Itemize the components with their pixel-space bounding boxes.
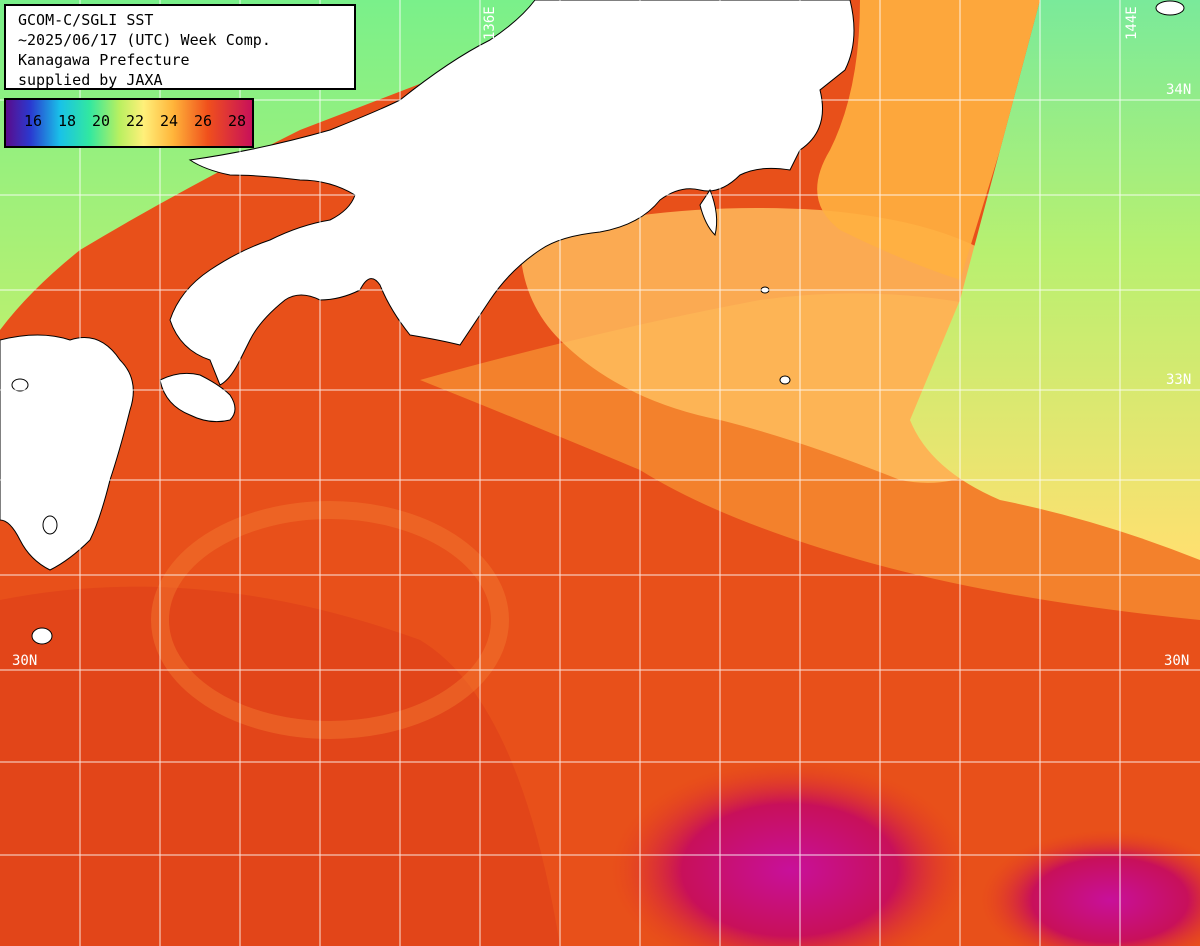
land-honshu	[169, 0, 855, 386]
info-line-agency: Kanagawa Prefecture	[18, 51, 190, 69]
legend-label-20: 20	[92, 112, 111, 130]
sea-east-cool	[910, 0, 1200, 560]
lat-label-30n-left: 30N	[12, 653, 38, 669]
lat-label-30n-right: 30N	[1164, 653, 1190, 669]
sea-hot-patch-2	[980, 830, 1200, 946]
land-island-4	[779, 375, 791, 385]
info-line-date: ~2025/06/17 (UTC) Week Comp.	[18, 31, 271, 49]
lon-label-144e: 144E	[1124, 6, 1140, 40]
info-line-product: GCOM-C/SGLI SST	[18, 11, 154, 29]
lat-label-34n: 34N	[1166, 82, 1192, 98]
land-island-2	[42, 515, 58, 535]
land-shikoku	[159, 372, 236, 423]
sea-red-band	[0, 586, 560, 946]
lon-label-136e: 136E	[482, 6, 498, 40]
sea-east-upper	[817, 0, 1040, 280]
legend-label-24: 24	[160, 112, 179, 130]
info-line-supplier: supplied by JAXA	[18, 71, 163, 89]
land-island-6	[1155, 0, 1185, 16]
legend-label-28: 28	[228, 112, 247, 130]
map-info-box: GCOM-C/SGLI SST ~2025/06/17 (UTC) Week C…	[4, 4, 356, 90]
lat-label-33n: 33N	[1166, 372, 1192, 388]
legend-label-16: 16	[24, 112, 43, 130]
legend-label-18: 18	[58, 112, 77, 130]
legend-label-26: 26	[194, 112, 213, 130]
temperature-legend: 16 18 20 22 24 26 28	[4, 98, 254, 148]
land-izu	[699, 188, 718, 236]
legend-label-22: 22	[126, 112, 145, 130]
legend-labels: 16 18 20 22 24 26 28	[24, 112, 262, 130]
land-island-3	[11, 378, 29, 392]
land-island-1	[31, 627, 53, 645]
